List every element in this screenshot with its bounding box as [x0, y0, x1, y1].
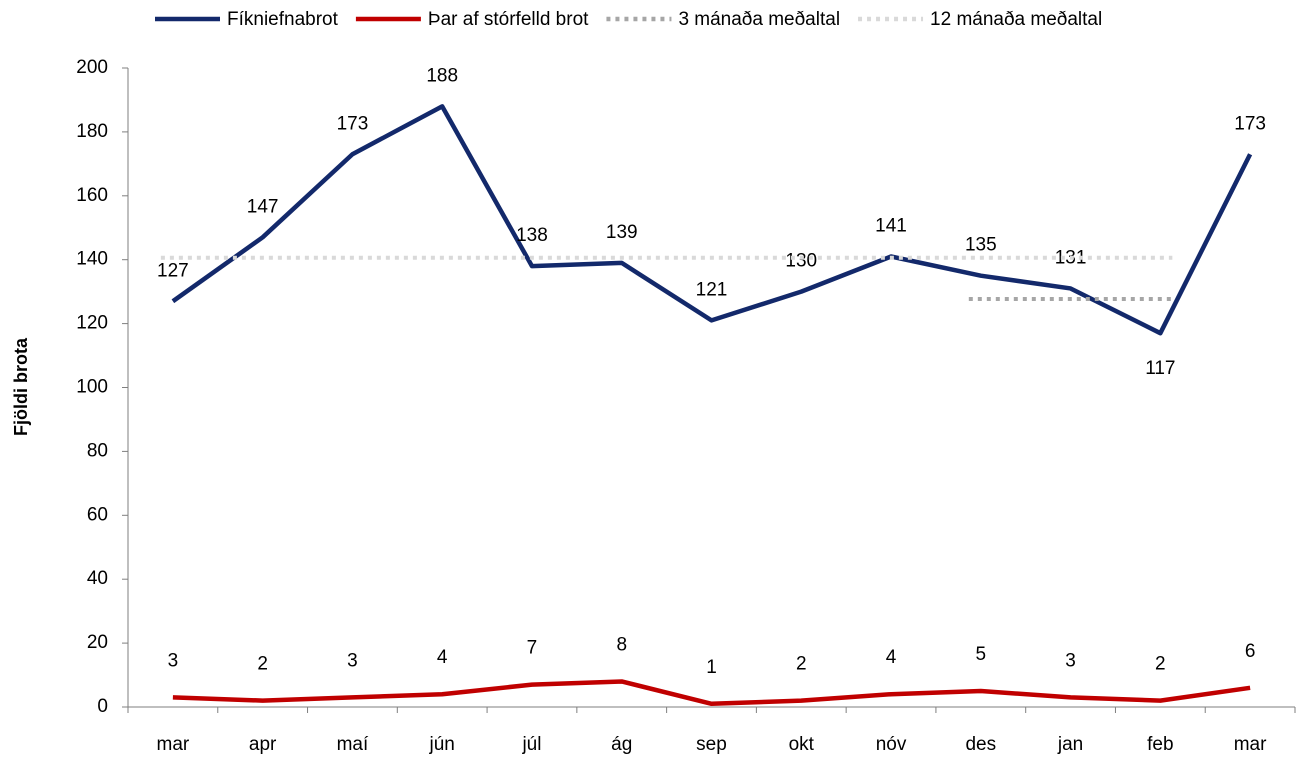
x-tick-label: apr	[249, 734, 277, 755]
y-tick-label: 20	[87, 632, 108, 653]
series-line	[171, 104, 1253, 336]
x-tick-label: sep	[696, 734, 727, 755]
data-label: 2	[796, 654, 807, 675]
data-label: 1	[706, 657, 717, 678]
legend-label: 3 mánaða meðaltal	[678, 9, 840, 30]
x-tick-label: okt	[789, 734, 815, 755]
data-label: 138	[516, 225, 548, 246]
y-tick-label: 200	[76, 57, 108, 78]
legend-label: Fíkniefnabrot	[227, 9, 339, 30]
x-tick-label: mar	[1234, 734, 1267, 755]
legend-label: 12 mánaða meðaltal	[930, 9, 1102, 30]
data-label: 127	[157, 260, 189, 281]
data-label: 173	[337, 113, 369, 134]
data-label: 173	[1234, 113, 1266, 134]
y-tick-label: 100	[76, 377, 108, 398]
y-tick-label: 160	[76, 185, 108, 206]
y-tick-label: 40	[87, 568, 108, 589]
x-tick-label: ág	[611, 734, 632, 755]
data-label: 2	[257, 654, 268, 675]
x-tick-label: jún	[429, 734, 455, 755]
y-tick-label: 60	[87, 504, 108, 525]
y-tick-label: 0	[97, 696, 108, 717]
y-axis-label: Fjöldi brota	[11, 337, 31, 436]
x-tick-label: nóv	[876, 734, 907, 755]
data-label: 3	[1065, 650, 1076, 671]
y-tick-label: 180	[76, 121, 108, 142]
x-tick-label: júl	[521, 734, 541, 755]
data-label: 141	[875, 216, 907, 237]
data-label: 3	[347, 650, 358, 671]
data-label: 188	[426, 65, 458, 86]
data-label: 139	[606, 222, 638, 243]
data-label: 4	[437, 647, 448, 668]
data-label: 3	[168, 650, 179, 671]
data-label: 117	[1145, 358, 1175, 379]
data-label: 5	[976, 644, 987, 665]
data-label: 7	[527, 638, 538, 659]
x-tick-label: des	[965, 734, 996, 755]
data-label: 130	[785, 251, 817, 272]
x-tick-label: mar	[157, 734, 190, 755]
data-label: 6	[1245, 641, 1256, 662]
x-tick-label: jan	[1057, 734, 1083, 755]
data-label: 147	[247, 196, 279, 217]
series-line	[172, 679, 1251, 707]
data-label: 121	[696, 279, 728, 300]
y-tick-label: 120	[76, 313, 108, 334]
legend-label: Þar af stórfelld brot	[428, 9, 589, 30]
y-tick-label: 140	[76, 249, 108, 270]
y-tick-label: 80	[87, 440, 108, 461]
x-tick-label: feb	[1147, 734, 1173, 755]
data-label: 8	[616, 634, 627, 655]
data-label: 135	[965, 235, 997, 256]
data-label: 4	[886, 647, 897, 668]
data-label: 2	[1155, 654, 1166, 675]
x-tick-label: maí	[337, 734, 369, 755]
